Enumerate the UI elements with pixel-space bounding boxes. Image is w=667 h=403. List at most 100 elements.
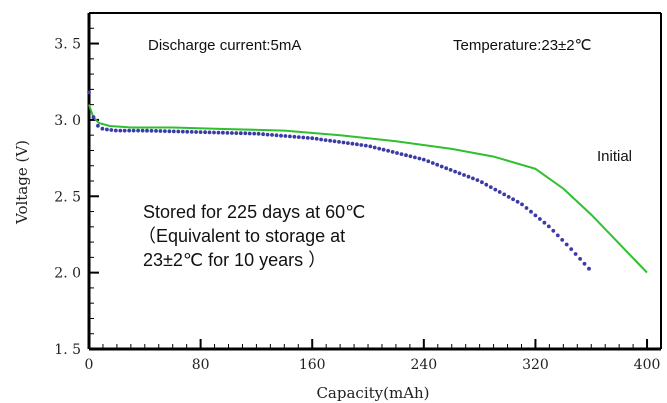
- stored-curve-point: [247, 131, 252, 136]
- stored-curve-point: [430, 161, 435, 165]
- series-stored: [87, 90, 591, 271]
- x-tick-label: 400: [634, 357, 661, 373]
- stored-label-line1: Stored for 225 days at 60℃: [143, 202, 365, 222]
- stored-curve-point: [279, 133, 283, 138]
- stored-curve-point: [546, 224, 551, 229]
- x-tick-label: 160: [299, 357, 326, 373]
- stored-curve-point: [122, 128, 127, 133]
- stored-curve-point: [542, 220, 547, 225]
- stored-label-line2: （Equivalent to storage at: [138, 226, 345, 246]
- stored-curve-point: [91, 115, 96, 120]
- stored-curve-point: [372, 145, 377, 150]
- stored-curve-point: [363, 143, 368, 148]
- stored-curve-point: [493, 187, 498, 192]
- stored-curve-point: [292, 134, 297, 139]
- stored-curve-point: [221, 130, 225, 135]
- y-axis-title: Voltage (V): [13, 140, 31, 225]
- stored-curve-point: [484, 182, 489, 187]
- y-tick-label: 3. 5: [54, 37, 81, 53]
- series-layer: [87, 90, 648, 274]
- stored-curve-point: [225, 131, 230, 135]
- stored-curve-point: [149, 128, 154, 133]
- stored-curve-point: [332, 139, 337, 144]
- stored-curve-point: [203, 130, 208, 135]
- initial-curve: [88, 104, 648, 274]
- y-tick-label: 2. 0: [54, 266, 81, 282]
- stored-curve-point: [261, 132, 265, 137]
- plot-frame: [87, 12, 662, 351]
- stored-curve-point: [399, 152, 404, 157]
- stored-curve-point: [502, 192, 507, 197]
- stored-curve-point: [189, 130, 194, 134]
- stored-curve-point: [113, 128, 118, 133]
- y-tick-label: 2. 5: [54, 189, 81, 205]
- stored-curve-point: [109, 128, 114, 132]
- stored-curve-point: [355, 142, 359, 147]
- y-axis: 1. 5 2. 0 2. 5 3. 0 3. 5: [54, 12, 99, 358]
- stored-curve-point: [96, 123, 100, 128]
- x-axis-title: Capacity(mAh): [316, 384, 429, 402]
- stored-curve-point: [243, 131, 248, 136]
- stored-curve-point: [404, 153, 408, 158]
- stored-curve-point: [578, 257, 582, 261]
- stored-curve-point: [323, 138, 328, 143]
- x-tick-label: 0: [85, 357, 94, 373]
- stored-curve-point: [377, 146, 382, 151]
- stored-curve-point: [524, 206, 529, 210]
- discharge-current-label: Discharge current:5mA: [148, 37, 301, 54]
- temperature-label: Temperature:23±2℃: [453, 37, 591, 54]
- stored-curve-point: [230, 131, 234, 135]
- stored-curve-point: [265, 132, 270, 137]
- stored-curve-point: [288, 134, 292, 139]
- x-tick-label: 80: [192, 357, 210, 373]
- stored-curve-point: [238, 131, 243, 136]
- stored-curve-point: [368, 144, 373, 149]
- stored-curve-point: [386, 148, 390, 153]
- stored-curve-point: [466, 174, 471, 179]
- stored-curve-point: [328, 138, 332, 143]
- stored-curve-point: [341, 140, 346, 145]
- stored-curve-point: [136, 128, 141, 133]
- y-tick-label: 1. 5: [54, 342, 81, 358]
- stored-curve-point: [127, 128, 132, 133]
- initial-series-label: Initial: [597, 148, 632, 165]
- stored-curve-point: [167, 129, 172, 134]
- stored-curve-point: [457, 171, 462, 176]
- stored-curve-point: [475, 178, 480, 183]
- stored-curve-point: [453, 169, 457, 174]
- stored-curve-point: [131, 128, 136, 133]
- stored-curve-point: [274, 133, 279, 138]
- x-axis: 0 80 160 240 320 400: [85, 339, 662, 373]
- stored-curve-point: [381, 147, 386, 152]
- stored-curve-point: [506, 195, 511, 199]
- stored-curve-point: [439, 164, 444, 169]
- stored-curve-point: [163, 129, 167, 134]
- stored-curve-point: [140, 128, 145, 133]
- stored-curve-point: [171, 129, 176, 134]
- stored-curve-point: [529, 209, 533, 214]
- stored-curve-point: [435, 162, 440, 167]
- stored-label-line3: 23±2℃ for 10 years ）: [143, 250, 326, 270]
- stored-curve-point: [444, 166, 449, 171]
- stored-curve-point: [256, 131, 261, 136]
- series-initial: [88, 104, 648, 274]
- stored-curve-point: [480, 180, 484, 185]
- stored-curve-point: [551, 228, 556, 233]
- stored-curve-point: [145, 128, 149, 133]
- stored-curve-point: [413, 155, 417, 160]
- stored-curve-point: [538, 217, 542, 221]
- stored-curve-point: [283, 134, 288, 138]
- stored-curve-point: [359, 143, 364, 147]
- stored-curve-point: [87, 90, 91, 95]
- stored-curve-point: [587, 266, 591, 271]
- stored-curve-point: [154, 129, 158, 133]
- stored-curve-point: [252, 131, 257, 136]
- stored-curve-point: [194, 130, 199, 134]
- stored-curve-point: [100, 126, 105, 131]
- stored-curve-point: [569, 247, 574, 252]
- stored-curve-point: [533, 213, 538, 218]
- stored-curve-point: [426, 159, 431, 164]
- stored-curve-point: [310, 136, 315, 141]
- stored-curve-point: [216, 130, 221, 135]
